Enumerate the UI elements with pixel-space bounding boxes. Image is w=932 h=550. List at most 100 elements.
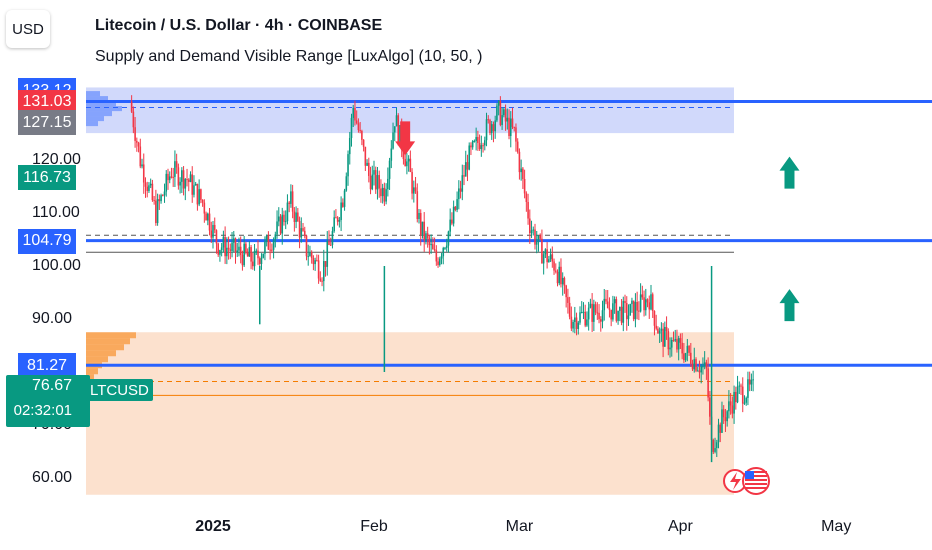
candle-body	[534, 229, 536, 245]
lightning-icon	[730, 472, 741, 490]
current-price-label: 76.67	[31, 377, 72, 394]
candle-body	[553, 261, 555, 271]
candle-body	[368, 162, 370, 176]
candle-body	[295, 212, 297, 222]
candle-body	[655, 325, 657, 329]
candle-body	[745, 397, 748, 403]
candle-body	[575, 317, 578, 329]
candle-body	[548, 259, 550, 263]
candle-body	[193, 185, 195, 195]
candle-body	[187, 179, 190, 182]
candle-body	[688, 345, 690, 353]
supply-profile-bar	[86, 91, 100, 97]
candle-body	[664, 326, 666, 347]
candle-body	[366, 162, 368, 166]
candle-body	[139, 146, 142, 167]
candle-body	[650, 294, 652, 310]
candle-body	[262, 253, 265, 258]
candle-body	[721, 409, 723, 433]
candle-body	[568, 302, 571, 317]
candle-body	[653, 310, 656, 326]
candle-body	[724, 417, 727, 422]
candle-body	[459, 188, 462, 192]
candle-body	[419, 212, 422, 235]
candle-body	[232, 238, 235, 243]
candle-body	[752, 379, 754, 381]
candle-body	[681, 342, 683, 354]
candle-body	[596, 312, 599, 314]
candle-body	[274, 234, 277, 241]
candle-body	[632, 300, 635, 320]
candle-body	[672, 340, 675, 342]
candle-body	[705, 362, 708, 369]
candle-body	[350, 117, 353, 138]
candle-body	[714, 448, 716, 452]
candle-body	[464, 162, 467, 177]
supply-profile-bar	[86, 101, 116, 107]
candle-body	[509, 118, 512, 137]
candle-body	[402, 150, 405, 160]
candle-body	[646, 299, 649, 303]
candle-body	[608, 308, 611, 310]
candle-body	[743, 402, 746, 404]
candle-body	[461, 175, 464, 192]
candle-body	[624, 300, 626, 304]
candle-body	[297, 212, 299, 221]
candle-body	[601, 310, 604, 322]
candle-body	[532, 229, 535, 231]
candle-body	[726, 411, 728, 422]
candle-body	[343, 190, 346, 207]
candle-body	[700, 366, 702, 373]
candle-body	[627, 315, 630, 320]
candle-body	[729, 401, 732, 406]
candle-body	[669, 347, 671, 350]
candle-body	[409, 158, 412, 172]
candle-body	[452, 206, 455, 224]
candle-body	[535, 241, 538, 245]
candle-body	[506, 117, 509, 122]
supply-profile-bar	[86, 121, 98, 127]
indicator-legend[interactable]: Supply and Demand Visible Range [LuxAlgo…	[95, 48, 483, 65]
candle-body	[537, 235, 540, 242]
candle-body	[137, 142, 140, 147]
candle-body	[523, 178, 526, 194]
candle-body	[430, 244, 432, 246]
candle-body	[293, 211, 296, 222]
candle-body	[255, 250, 258, 252]
candle-body	[172, 176, 174, 178]
currency-button[interactable]: USD	[6, 10, 50, 48]
ticker-tag: LTCUSD	[86, 379, 153, 401]
candle-body	[239, 246, 242, 255]
candle-body	[298, 220, 301, 238]
price-tag: 81.27	[18, 353, 76, 379]
candle-body	[587, 307, 590, 320]
candle-body	[357, 123, 360, 131]
candle-body	[291, 191, 294, 212]
candle-body	[735, 391, 737, 403]
candle-body	[376, 175, 379, 190]
candle-body	[483, 140, 486, 146]
candle-body	[539, 235, 541, 239]
candle-body	[130, 101, 133, 112]
candle-body	[738, 385, 741, 387]
candle-body	[338, 220, 341, 222]
buy-arrow-icon	[779, 156, 800, 189]
candle-body	[698, 370, 701, 373]
candle-body	[676, 338, 678, 350]
demand-profile-bar	[86, 356, 108, 363]
demand-zone	[86, 332, 734, 495]
candle-body	[634, 301, 637, 320]
candle-body	[200, 189, 202, 200]
candle-body	[132, 111, 135, 128]
candle-body	[250, 247, 252, 262]
flag-stripe	[745, 483, 767, 485]
candle-body	[722, 409, 725, 418]
candle-body	[580, 312, 583, 314]
candle-body	[345, 176, 348, 191]
candle-body	[151, 183, 154, 201]
candle-body	[648, 302, 651, 310]
candle-body	[373, 170, 375, 175]
candle-body	[319, 278, 322, 281]
